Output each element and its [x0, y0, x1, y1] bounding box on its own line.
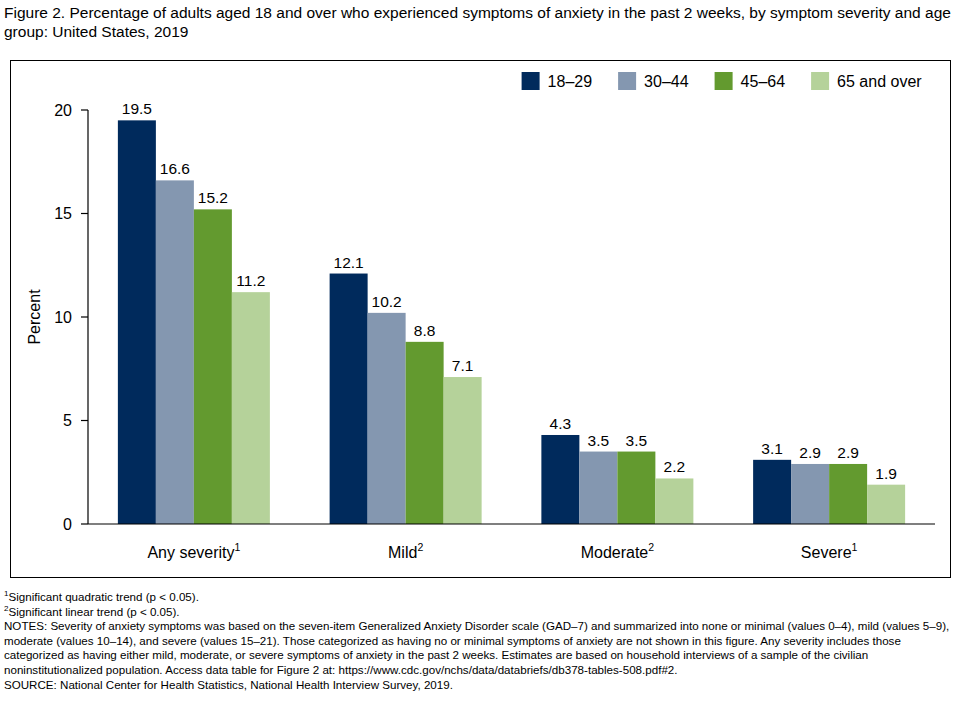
category-label: Moderate — [581, 544, 649, 561]
data-label: 3.5 — [588, 432, 610, 449]
category-label: Severe — [801, 544, 852, 561]
data-label: 2.2 — [664, 458, 686, 475]
legend-swatch — [715, 72, 733, 90]
data-label: 8.8 — [414, 322, 436, 339]
data-label: 7.1 — [452, 357, 474, 374]
data-label: 2.9 — [837, 444, 859, 461]
legend-label: 30–44 — [644, 73, 689, 90]
category-superscript: 1 — [235, 541, 241, 553]
x-tick-label: Any severity1 — [147, 541, 240, 561]
y-tick-label: 10 — [54, 309, 72, 326]
page: {"chart_data": { "type": "bar", "title":… — [0, 0, 960, 720]
y-tick — [81, 213, 88, 214]
footnote: 1Significant quadratic trend (p < 0.05). — [4, 590, 954, 605]
y-axis-label: Percent — [26, 289, 43, 345]
footnote-text: Significant linear trend (p < 0.05). — [8, 605, 179, 618]
bar — [156, 180, 194, 524]
y-tick — [81, 109, 88, 110]
data-label: 16.6 — [160, 160, 190, 177]
legend-label: 65 and over — [837, 73, 922, 90]
legend-swatch — [522, 72, 540, 90]
notes-text: NOTES: Severity of anxiety symptoms was … — [4, 619, 954, 677]
data-label: 12.1 — [334, 254, 364, 271]
y-tick-label: 5 — [63, 412, 72, 429]
footnote-text: Significant quadratic trend (p < 0.05). — [8, 590, 198, 603]
y-tick-label: 20 — [54, 102, 72, 119]
title: Figure 2. Percentage of adults aged 18 a… — [4, 3, 954, 41]
bar — [829, 464, 867, 524]
bar — [541, 435, 579, 524]
bar — [753, 460, 791, 524]
data-label: 11.2 — [236, 272, 265, 289]
data-label: 10.2 — [372, 293, 402, 310]
bar — [406, 342, 444, 524]
bar — [330, 274, 368, 524]
y-tick-label: 15 — [54, 205, 72, 222]
category-superscript: 2 — [417, 541, 423, 553]
data-label: 4.3 — [550, 415, 572, 432]
y-tick — [81, 420, 88, 421]
bar — [232, 292, 270, 524]
data-label: 15.2 — [198, 189, 228, 206]
bar — [867, 485, 905, 524]
legend: 18–29 30–44 45–64 65 and over — [522, 72, 923, 90]
bar — [118, 120, 156, 524]
legend-swatch — [811, 72, 829, 90]
frame — [11, 61, 951, 578]
bar — [655, 478, 693, 524]
x-axis-line — [88, 523, 935, 524]
source-text: SOURCE: National Center for Health Stati… — [4, 678, 954, 693]
bar — [194, 209, 232, 524]
x-tick-label: Moderate2 — [581, 541, 655, 561]
y-tick — [81, 316, 88, 317]
legend-label: 18–29 — [548, 73, 593, 90]
data-label: 3.5 — [626, 432, 648, 449]
category-superscript: 1 — [852, 541, 858, 553]
bar — [791, 464, 829, 524]
x-tick-label: Mild2 — [388, 541, 423, 561]
bar — [617, 452, 655, 524]
data-label: 2.9 — [799, 444, 821, 461]
legend-label: 45–64 — [741, 73, 786, 90]
footnote-mark: 1 — [4, 589, 8, 598]
category-label: Any severity — [147, 544, 234, 561]
category-label: Mild — [388, 544, 417, 561]
x-tick-label: Severe1 — [801, 541, 858, 561]
footnote-mark: 2 — [4, 604, 8, 613]
bar — [579, 452, 617, 524]
legend-swatch — [618, 72, 636, 90]
footnote: 2Significant linear trend (p < 0.05). — [4, 605, 954, 620]
bar — [368, 313, 406, 524]
y-tick-label: 0 — [63, 516, 72, 533]
data-labels: 19.5 12.1 4.3 3.1 16.6 10.2 3.5 2.9 15.2 8.8 3.5 2.… — [122, 100, 897, 481]
data-label: 1.9 — [875, 465, 897, 482]
notes: 1Significant quadratic trend (p < 0.05).… — [4, 590, 954, 692]
bar — [444, 377, 482, 524]
bars — [118, 120, 905, 524]
y-tick — [81, 523, 88, 524]
data-label: 3.1 — [761, 440, 783, 457]
data-label: 19.5 — [122, 100, 152, 117]
category-superscript: 2 — [648, 541, 654, 553]
